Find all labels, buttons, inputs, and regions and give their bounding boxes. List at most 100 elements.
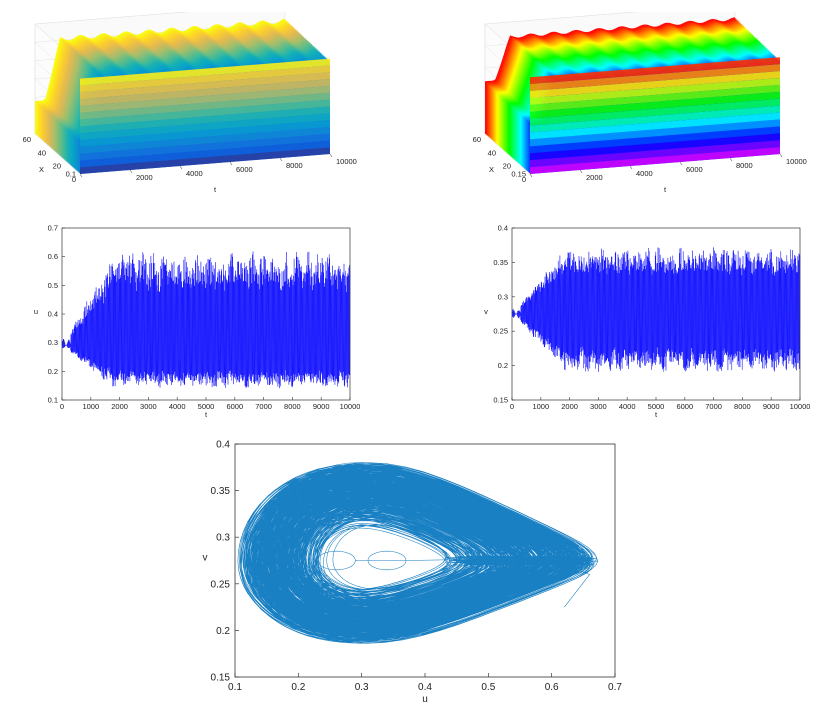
surface-front-band [80, 85, 330, 113]
v-surface-svg: 0.150.20.250.30.350.42000400060008000100… [456, 3, 807, 194]
y-tick-label: 0.3 [48, 338, 58, 347]
y-axis-label: v [203, 553, 208, 564]
x-axis-label: t [205, 410, 208, 418]
y-tick-label: 0.35 [493, 258, 508, 267]
x-tick-label: 0.6 [545, 682, 559, 693]
x-tick-label: 5000 [648, 402, 665, 411]
phase-portrait-svg: 0.1 0.2 0.3 0.4 0.5 0.6 0.7 0.15 0.2 0.25 0.3 0.35 0… [203, 440, 623, 706]
surface-front-band [80, 119, 330, 147]
t-tick [179, 165, 183, 170]
x-tick-label: 0 [510, 402, 514, 411]
y-tick-label: 0.35 [211, 486, 231, 497]
u-time-series-plot: 0 1000 2000 3000 4000 5000 6000 7000 8000 9000 100… [20, 218, 361, 420]
x-tick-label: 7000 [255, 402, 272, 411]
surface-front-band [530, 105, 780, 133]
surface-front-band [80, 65, 330, 93]
surface-front-band [80, 99, 330, 127]
y-tick-label: 0.4 [48, 310, 58, 319]
surface-front-band [530, 119, 780, 147]
t-tick-label: 6000 [686, 165, 703, 174]
time-series-line [511, 247, 801, 372]
t-tick [679, 161, 683, 166]
x-tick-label: 9000 [763, 402, 780, 411]
x-tick-label: 0.3 [355, 682, 369, 693]
y-tick-label: 0.7 [48, 224, 58, 233]
x-tick-label: 40 [488, 148, 496, 157]
x-tick-label: 60 [473, 135, 481, 144]
surface-front-band [530, 126, 780, 154]
z-tick-label: 0.15 [511, 170, 526, 179]
t-tick [129, 169, 133, 174]
surface-front-band [530, 84, 780, 112]
z-tick-label: 0.1 [66, 170, 76, 179]
surface-front-band [80, 147, 330, 174]
x-tick-label: 10000 [340, 402, 360, 411]
surface-axes-0: 0.10.20.30.40.50.60.72000400060008000100… [6, 3, 357, 194]
t-tick [229, 161, 233, 166]
t-axis-label: t [214, 185, 217, 194]
t-axis-label: t [664, 185, 667, 194]
surface-front-band [80, 58, 330, 86]
x-axis-label: t [655, 410, 658, 418]
v-surface-plot: 0.150.20.250.30.350.42000400060008000100… [456, 3, 830, 202]
t-tick [79, 173, 83, 178]
x-tick-label: 3000 [140, 402, 157, 411]
x-tick-label: 0.4 [418, 682, 432, 693]
phase-axes: 0.1 0.2 0.3 0.4 0.5 0.6 0.7 0.15 0.2 0.25 0.3 0.35 0… [203, 440, 623, 706]
x-tick-label: 5000 [198, 402, 215, 411]
t-tick-label: 4000 [636, 169, 653, 178]
t-tick-label: 8000 [286, 161, 303, 170]
surface-front-band [530, 147, 780, 174]
surface-front-band [80, 140, 330, 168]
x-tick-label: 8000 [734, 402, 751, 411]
surface-front-band [530, 77, 780, 105]
t-tick [729, 157, 733, 162]
surface-front-band [80, 79, 330, 106]
surface-front-band [530, 140, 780, 168]
x-tick-label: 0 [60, 402, 64, 411]
surface-front-band [530, 98, 780, 126]
t-tick-label: 6000 [236, 165, 253, 174]
t-tick [629, 165, 633, 170]
t-tick-label: 2000 [586, 173, 603, 182]
x-tick-label: 0 [72, 175, 76, 184]
x-axis-label: X [489, 165, 494, 174]
t-tick [529, 173, 533, 178]
line-axes-2: 0 1000 2000 3000 4000 5000 6000 7000 8000 9000 100… [34, 224, 361, 420]
time-series-line [61, 251, 351, 389]
x-tick-label: 6000 [676, 402, 693, 411]
t-tick-label: 8000 [736, 161, 753, 170]
u-time-series-svg: 0 1000 2000 3000 4000 5000 6000 7000 8000 9000 100… [34, 224, 361, 420]
x-tick-label: 4000 [619, 402, 636, 411]
t-tick [279, 157, 283, 162]
surface-front-band [530, 57, 780, 85]
surface-front-band [80, 126, 330, 154]
x-tick-label: 0.5 [481, 682, 495, 693]
x-tick-label: 8000 [284, 402, 301, 411]
x-tick-label: 0.7 [608, 682, 622, 693]
surface-front-band [530, 64, 780, 92]
surface-front-band [80, 72, 330, 100]
y-tick-label: 0.3 [498, 292, 508, 301]
x-tick-label: 0.1 [228, 682, 242, 693]
y-tick-label: 0.2 [216, 626, 230, 637]
surface-front-band [80, 106, 330, 134]
y-tick-label: 0.1 [48, 396, 58, 405]
x-tick-label: 2000 [111, 402, 128, 411]
x-tick-label: 20 [53, 162, 61, 171]
y-tick-label: 0.4 [498, 224, 508, 233]
surface-front-band [80, 92, 330, 120]
x-tick-label: 20 [503, 162, 511, 171]
y-tick-label: 0.5 [48, 281, 58, 290]
x-tick-label: 40 [38, 148, 46, 157]
x-tick-label: 9000 [313, 402, 330, 411]
x-tick-label: 60 [23, 135, 31, 144]
surface-front-band [80, 113, 330, 140]
surface-front-band [530, 71, 780, 98]
x-tick-label: 1000 [82, 402, 99, 411]
surface-front-band [530, 91, 780, 119]
y-tick-label: 0.2 [498, 361, 508, 370]
x-tick-label: 0 [522, 175, 526, 184]
x-tick-label: 4000 [169, 402, 186, 411]
y-tick-label: 0.25 [493, 327, 508, 336]
